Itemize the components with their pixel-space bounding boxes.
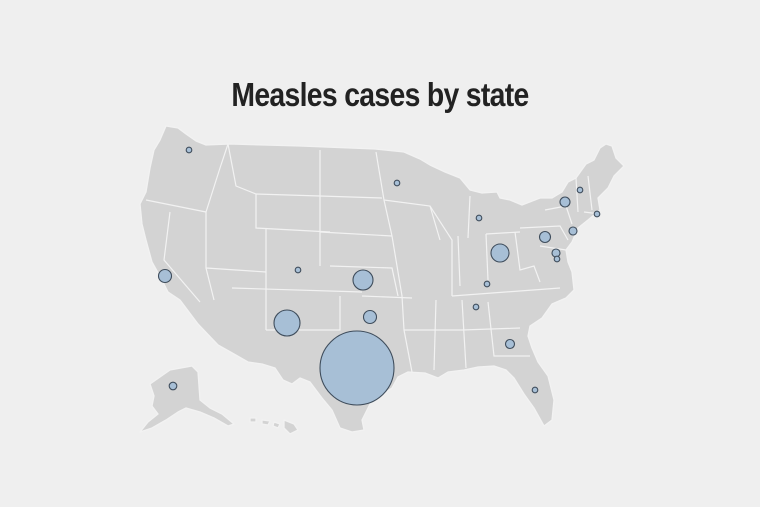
- bubble-minnesota[interactable]: [393, 179, 401, 187]
- bubble-florida[interactable]: [531, 386, 539, 394]
- bubble-rhode-island[interactable]: [593, 210, 601, 218]
- alaska-land: [139, 365, 235, 433]
- bubble-virginia[interactable]: [553, 255, 561, 263]
- bubble-kansas[interactable]: [352, 269, 374, 291]
- bubble-texas[interactable]: [319, 330, 395, 406]
- bubble-kentucky[interactable]: [483, 280, 491, 288]
- bubble-michigan[interactable]: [475, 214, 483, 222]
- map-title: Measles cases by state: [231, 76, 529, 113]
- bubble-california[interactable]: [157, 268, 173, 284]
- bubble-maryland[interactable]: [551, 248, 561, 258]
- bubble-tennessee[interactable]: [472, 303, 480, 311]
- state-borders: [145, 143, 601, 373]
- hawaii-land: [249, 417, 299, 435]
- bubble-new-jersey[interactable]: [568, 226, 578, 236]
- bubble-ohio[interactable]: [490, 243, 510, 263]
- measles-bubbles: [157, 146, 601, 406]
- bubble-new-york[interactable]: [559, 196, 571, 208]
- bubble-washington[interactable]: [185, 146, 193, 154]
- bubble-colorado[interactable]: [294, 266, 302, 274]
- bubble-vermont[interactable]: [576, 186, 584, 194]
- bubble-new-mexico[interactable]: [273, 309, 301, 337]
- bubble-pennsylvania[interactable]: [538, 230, 552, 244]
- bubble-alaska[interactable]: [168, 381, 178, 391]
- bubble-oklahoma[interactable]: [362, 309, 378, 325]
- bubble-georgia[interactable]: [504, 338, 516, 350]
